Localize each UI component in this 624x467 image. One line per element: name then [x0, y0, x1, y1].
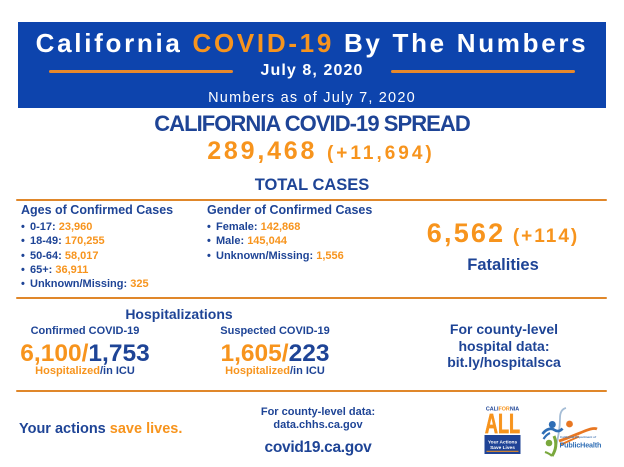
svg-text:Your Actions: Your Actions: [488, 439, 518, 445]
svg-text:Save Lives: Save Lives: [490, 445, 515, 451]
svg-text:PublicHealth: PublicHealth: [560, 440, 602, 449]
svg-text:CALIFORNIA: CALIFORNIA: [486, 407, 519, 413]
svg-text:California Department of: California Department of: [560, 435, 597, 439]
svg-text:ALL: ALL: [485, 408, 520, 439]
